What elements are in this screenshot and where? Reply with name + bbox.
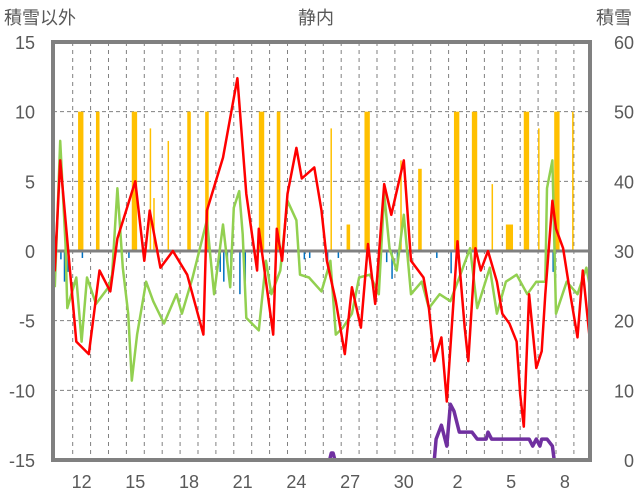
precip-bar — [205, 111, 209, 252]
x-tick-label: 18 — [179, 472, 199, 492]
precip-bar — [523, 111, 530, 252]
precip-bar — [149, 128, 152, 251]
precip-bar — [276, 111, 281, 252]
precip-bar — [78, 111, 84, 252]
negative-bar — [128, 251, 130, 258]
x-tick-label: 5 — [506, 472, 516, 492]
y-left-tick-label: 10 — [15, 103, 35, 123]
y-right-tick-label: 10 — [614, 381, 634, 401]
x-tick-label: 12 — [72, 472, 92, 492]
precip-bar — [330, 128, 332, 251]
precip-bar — [453, 111, 460, 252]
precip-bar — [187, 111, 191, 252]
precip-bar — [538, 128, 540, 251]
y-right-tick-label: 40 — [614, 172, 634, 192]
y-right-tick-label: 20 — [614, 312, 634, 332]
negative-bar — [239, 251, 241, 295]
precip-bar — [346, 224, 351, 251]
precip-bar — [364, 111, 370, 252]
negative-bar — [223, 251, 225, 282]
bars-layer — [60, 111, 574, 295]
x-tick-label: 27 — [340, 472, 360, 492]
negative-bar — [391, 251, 393, 279]
y-left-tick-label: -10 — [9, 381, 35, 401]
y-right-tick-label: 50 — [614, 103, 634, 123]
left-axis-title: 積雪以外 — [4, 8, 76, 29]
precip-bar — [554, 111, 560, 252]
chart-title: 静内 — [298, 8, 334, 29]
precip-bar — [572, 111, 574, 252]
plot-frame — [51, 40, 592, 462]
x-tick-label: 8 — [560, 472, 570, 492]
precip-bar — [153, 198, 155, 251]
negative-bar — [436, 251, 438, 258]
x-tick-label: 2 — [452, 472, 462, 492]
negative-bar — [219, 251, 221, 272]
precip-bar — [258, 111, 265, 252]
x-tick-label: 21 — [233, 472, 253, 492]
precip-bar — [471, 111, 478, 252]
y-left-tick-label: -15 — [9, 451, 35, 471]
precip-bar — [491, 184, 494, 251]
y-right-tick-label: 30 — [614, 242, 634, 262]
red-line — [51, 76, 592, 428]
y-left-tick-label: 5 — [25, 172, 35, 192]
right-axis-title: 積雪 — [596, 8, 632, 29]
precip-bar — [95, 111, 100, 252]
y-right-tick-label: 60 — [614, 33, 634, 53]
precip-bar — [505, 224, 514, 251]
negative-bar — [308, 251, 311, 258]
negative-bar — [337, 251, 340, 258]
negative-bar — [63, 251, 66, 282]
y-left-tick-label: 0 — [25, 242, 35, 262]
x-tick-label: 30 — [394, 472, 414, 492]
precip-bar — [418, 168, 422, 251]
y-left-tick-label: -5 — [19, 312, 35, 332]
snow-depth — [53, 402, 590, 462]
precip-bar — [400, 160, 402, 251]
negative-bar — [450, 251, 452, 274]
negative-bar — [552, 251, 554, 272]
negative-bar — [60, 251, 62, 260]
precip-bar — [167, 140, 170, 251]
negative-bar — [81, 251, 84, 258]
x-tick-label: 24 — [286, 472, 306, 492]
x-tick-label: 15 — [125, 472, 145, 492]
y-left-tick-label: 15 — [15, 33, 35, 53]
y-right-tick-label: 0 — [624, 451, 634, 471]
negative-bar — [303, 251, 306, 260]
negative-bar — [385, 251, 388, 263]
